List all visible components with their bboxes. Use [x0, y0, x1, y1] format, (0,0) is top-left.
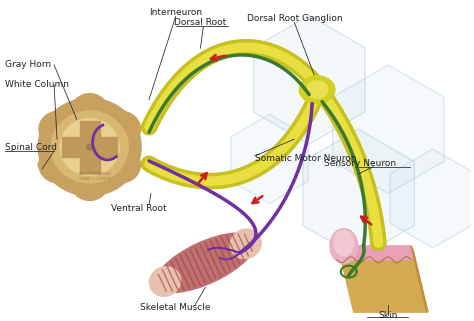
Polygon shape [303, 129, 414, 258]
Text: Interneuron: Interneuron [149, 8, 202, 17]
Ellipse shape [230, 229, 261, 259]
Ellipse shape [334, 230, 354, 256]
Ellipse shape [155, 233, 255, 292]
Text: Ventral Root: Ventral Root [111, 204, 167, 213]
Polygon shape [337, 246, 413, 260]
Polygon shape [339, 250, 428, 312]
Ellipse shape [38, 152, 141, 177]
Text: Sensory Neuron: Sensory Neuron [324, 159, 396, 168]
Text: Spinal Cord: Spinal Cord [5, 143, 56, 152]
Ellipse shape [87, 144, 92, 150]
Ellipse shape [149, 267, 181, 296]
Polygon shape [333, 65, 444, 194]
Ellipse shape [306, 81, 328, 99]
Ellipse shape [39, 147, 76, 183]
Text: Dorsal Root Ganglion: Dorsal Root Ganglion [246, 14, 342, 23]
Ellipse shape [71, 165, 109, 200]
Text: Dorsal Root: Dorsal Root [174, 18, 227, 27]
Polygon shape [62, 121, 118, 173]
Ellipse shape [60, 119, 119, 175]
Ellipse shape [39, 111, 76, 147]
Polygon shape [390, 149, 474, 248]
Polygon shape [231, 114, 308, 204]
Ellipse shape [38, 98, 141, 196]
Text: Skin: Skin [379, 311, 398, 320]
Text: Gray Horn: Gray Horn [5, 60, 51, 69]
Text: Skeletal Muscle: Skeletal Muscle [140, 303, 211, 312]
Ellipse shape [71, 94, 109, 129]
Text: REGENERATION
SPINE + JOINTS: REGENERATION SPINE + JOINTS [79, 172, 110, 181]
Ellipse shape [51, 111, 128, 183]
Ellipse shape [103, 111, 140, 147]
Text: White Column: White Column [5, 80, 69, 89]
Ellipse shape [299, 76, 335, 104]
Text: Somatic Motor Neuron: Somatic Motor Neuron [255, 154, 356, 163]
Polygon shape [411, 246, 428, 312]
Ellipse shape [330, 229, 358, 263]
Ellipse shape [103, 147, 140, 183]
Polygon shape [254, 15, 365, 144]
